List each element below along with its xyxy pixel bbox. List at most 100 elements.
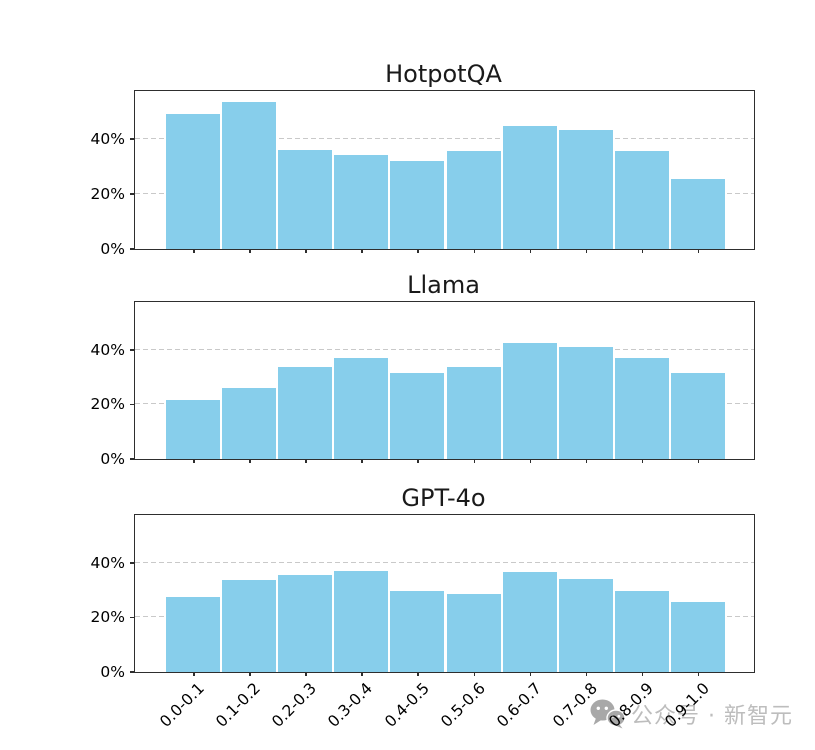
x-tick [529,459,532,463]
y-tick [129,403,134,406]
x-tick [305,672,307,676]
x-tick [641,459,644,463]
plot-area-hotpotqa: 0% 20% 40% [91,90,755,258]
x-tick-label: 0.4-0.5 [380,679,433,731]
x-tick [417,459,419,463]
bar-0.1-0.2 [221,100,277,249]
bar-0.0-0.1 [165,398,221,459]
y-tick [129,671,134,673]
x-tick [417,249,419,253]
bar-0.5-0.6 [445,150,501,249]
x-tick-label: 0.0-0.1 [156,679,209,731]
x-tick [585,249,588,253]
bar-0.0-0.1 [165,112,221,249]
bar-0.7-0.8 [557,577,613,672]
y-tick [129,138,134,140]
wechat-icon [590,699,626,729]
bar-0.5-0.6 [445,366,501,459]
gridline-40pct [135,348,754,350]
bar-0.2-0.3 [277,366,333,459]
bar-0.7-0.8 [557,345,613,459]
x-tick [473,249,476,253]
watermark-text: 公众号 · 新智元 [631,704,793,729]
x-tick [361,672,363,676]
y-tick [129,562,134,564]
x-tick [361,249,363,253]
gridline-40pct [135,561,754,563]
x-tick [641,249,644,253]
y-tick-label: 0% [100,240,125,258]
bar-0.9-1.0 [669,371,725,459]
bar-0.6-0.7 [501,341,557,459]
bar-0.6-0.7 [501,125,557,249]
plot-area-llama: 0% 20% 40% [91,301,755,468]
gridline-20pct [135,193,754,195]
y-tick-label: 40% [90,553,125,572]
bar-0.9-1.0 [669,177,725,249]
x-tick [193,249,195,253]
y-tick-label: 40% [90,340,125,359]
bar-0.3-0.4 [333,154,389,249]
x-tick [473,672,476,676]
x-tick [585,459,588,463]
x-tick [473,459,476,463]
y-tick-label: 40% [90,130,125,149]
x-tick [249,459,251,463]
gridline-40pct [135,138,754,140]
bar-0.3-0.4 [333,356,389,459]
x-tick [305,459,307,463]
chart-title-llama: Llama [407,271,480,299]
bar-0.5-0.6 [445,592,501,672]
x-tick-label: 0.3-0.4 [324,679,377,731]
x-tick [193,459,195,463]
gridline-20pct [135,616,754,618]
bar-0.8-0.9 [613,590,669,672]
x-tick [529,249,532,253]
watermark: 公众号 · 新智元 [590,698,793,730]
y-tick-label: 20% [90,608,125,627]
x-tick [697,249,700,253]
y-tick-label: 20% [90,395,125,414]
x-tick [697,459,700,463]
y-tick [129,349,134,351]
x-tick-label: 0.5-0.6 [437,679,489,731]
x-tick-label: 0.1-0.2 [212,679,265,731]
y-tick [129,458,134,460]
gridline-20pct [135,403,754,405]
x-tick [529,672,532,676]
x-tick-label: 0.6-0.7 [493,679,545,731]
x-tick-label: 0.2-0.3 [268,679,321,731]
bar-0.2-0.3 [277,148,333,249]
bar-0.4-0.5 [389,159,445,249]
chart-title-hotpotqa: HotpotQA [385,60,502,88]
plot-area-gpt4o: 0% 20% 40% 0.0-0.1 0.1-0.2 0.2-0.3 0.3-0.4 0.4-… [91,514,755,731]
y-tick-label: 20% [90,185,125,204]
bar-0.2-0.3 [277,573,333,672]
bar-0.9-1.0 [669,601,725,672]
y-tick [129,193,134,195]
x-tick [641,672,644,676]
x-tick [585,672,588,676]
bar-0.7-0.8 [557,129,613,249]
y-tick-label: 0% [100,663,125,681]
y-tick [129,248,134,250]
x-tick [417,672,419,676]
y-tick [129,616,134,619]
bar-0.1-0.2 [221,386,277,459]
x-tick [697,672,700,676]
bar-0.6-0.7 [501,570,557,672]
bar-0.0-0.1 [165,595,221,672]
x-tick [249,249,251,253]
x-tick [193,672,195,676]
x-tick [305,249,307,253]
chart-title-gpt4o: GPT-4o [401,484,486,512]
bar-0.4-0.5 [389,371,445,459]
x-tick [249,672,251,676]
bar-0.1-0.2 [221,579,277,672]
bar-0.4-0.5 [389,590,445,672]
bar-0.3-0.4 [333,569,389,672]
x-tick [361,459,363,463]
bar-0.8-0.9 [613,356,669,459]
y-tick-label: 0% [100,450,125,468]
